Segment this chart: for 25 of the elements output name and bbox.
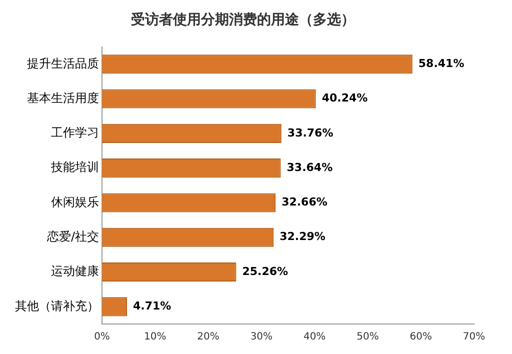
data-label: 40.24% (322, 92, 368, 105)
data-label: 58.41% (418, 56, 464, 70)
data-label: 33.64% (286, 160, 333, 174)
y-tick-label: 工作学习 (51, 126, 99, 140)
data-label: 33.76% (287, 126, 334, 140)
x-tick-label: 30% (250, 332, 273, 343)
y-tick-label: 恋爱/社交 (46, 230, 99, 244)
data-label: 4.71% (133, 300, 172, 313)
data-label: 25.26% (242, 264, 288, 278)
y-tick-label: 技能培训 (50, 160, 99, 174)
data-label: 32.29% (280, 230, 326, 244)
y-tick-label: 提升生活品质 (27, 56, 99, 70)
x-tick-label: 60% (410, 332, 432, 343)
x-tick-label: 40% (303, 332, 326, 343)
x-tick-label: 70% (462, 332, 486, 343)
x-tick-label: 10% (144, 332, 166, 343)
y-tick-label: 休闲娱乐 (51, 194, 99, 209)
data-label: 32.66% (282, 196, 328, 209)
x-tick-label: 20% (197, 332, 220, 343)
y-tick-label: 运动健康 (51, 264, 99, 278)
x-tick-label: 50% (356, 332, 379, 343)
y-tick-label: 基本生活用度 (27, 90, 99, 105)
y-tick-label: 其他（请补充） (15, 298, 99, 313)
x-tick-label: 0% (94, 332, 110, 343)
chart-title: 受访者使用分期消费的用途（多选） (130, 11, 355, 28)
